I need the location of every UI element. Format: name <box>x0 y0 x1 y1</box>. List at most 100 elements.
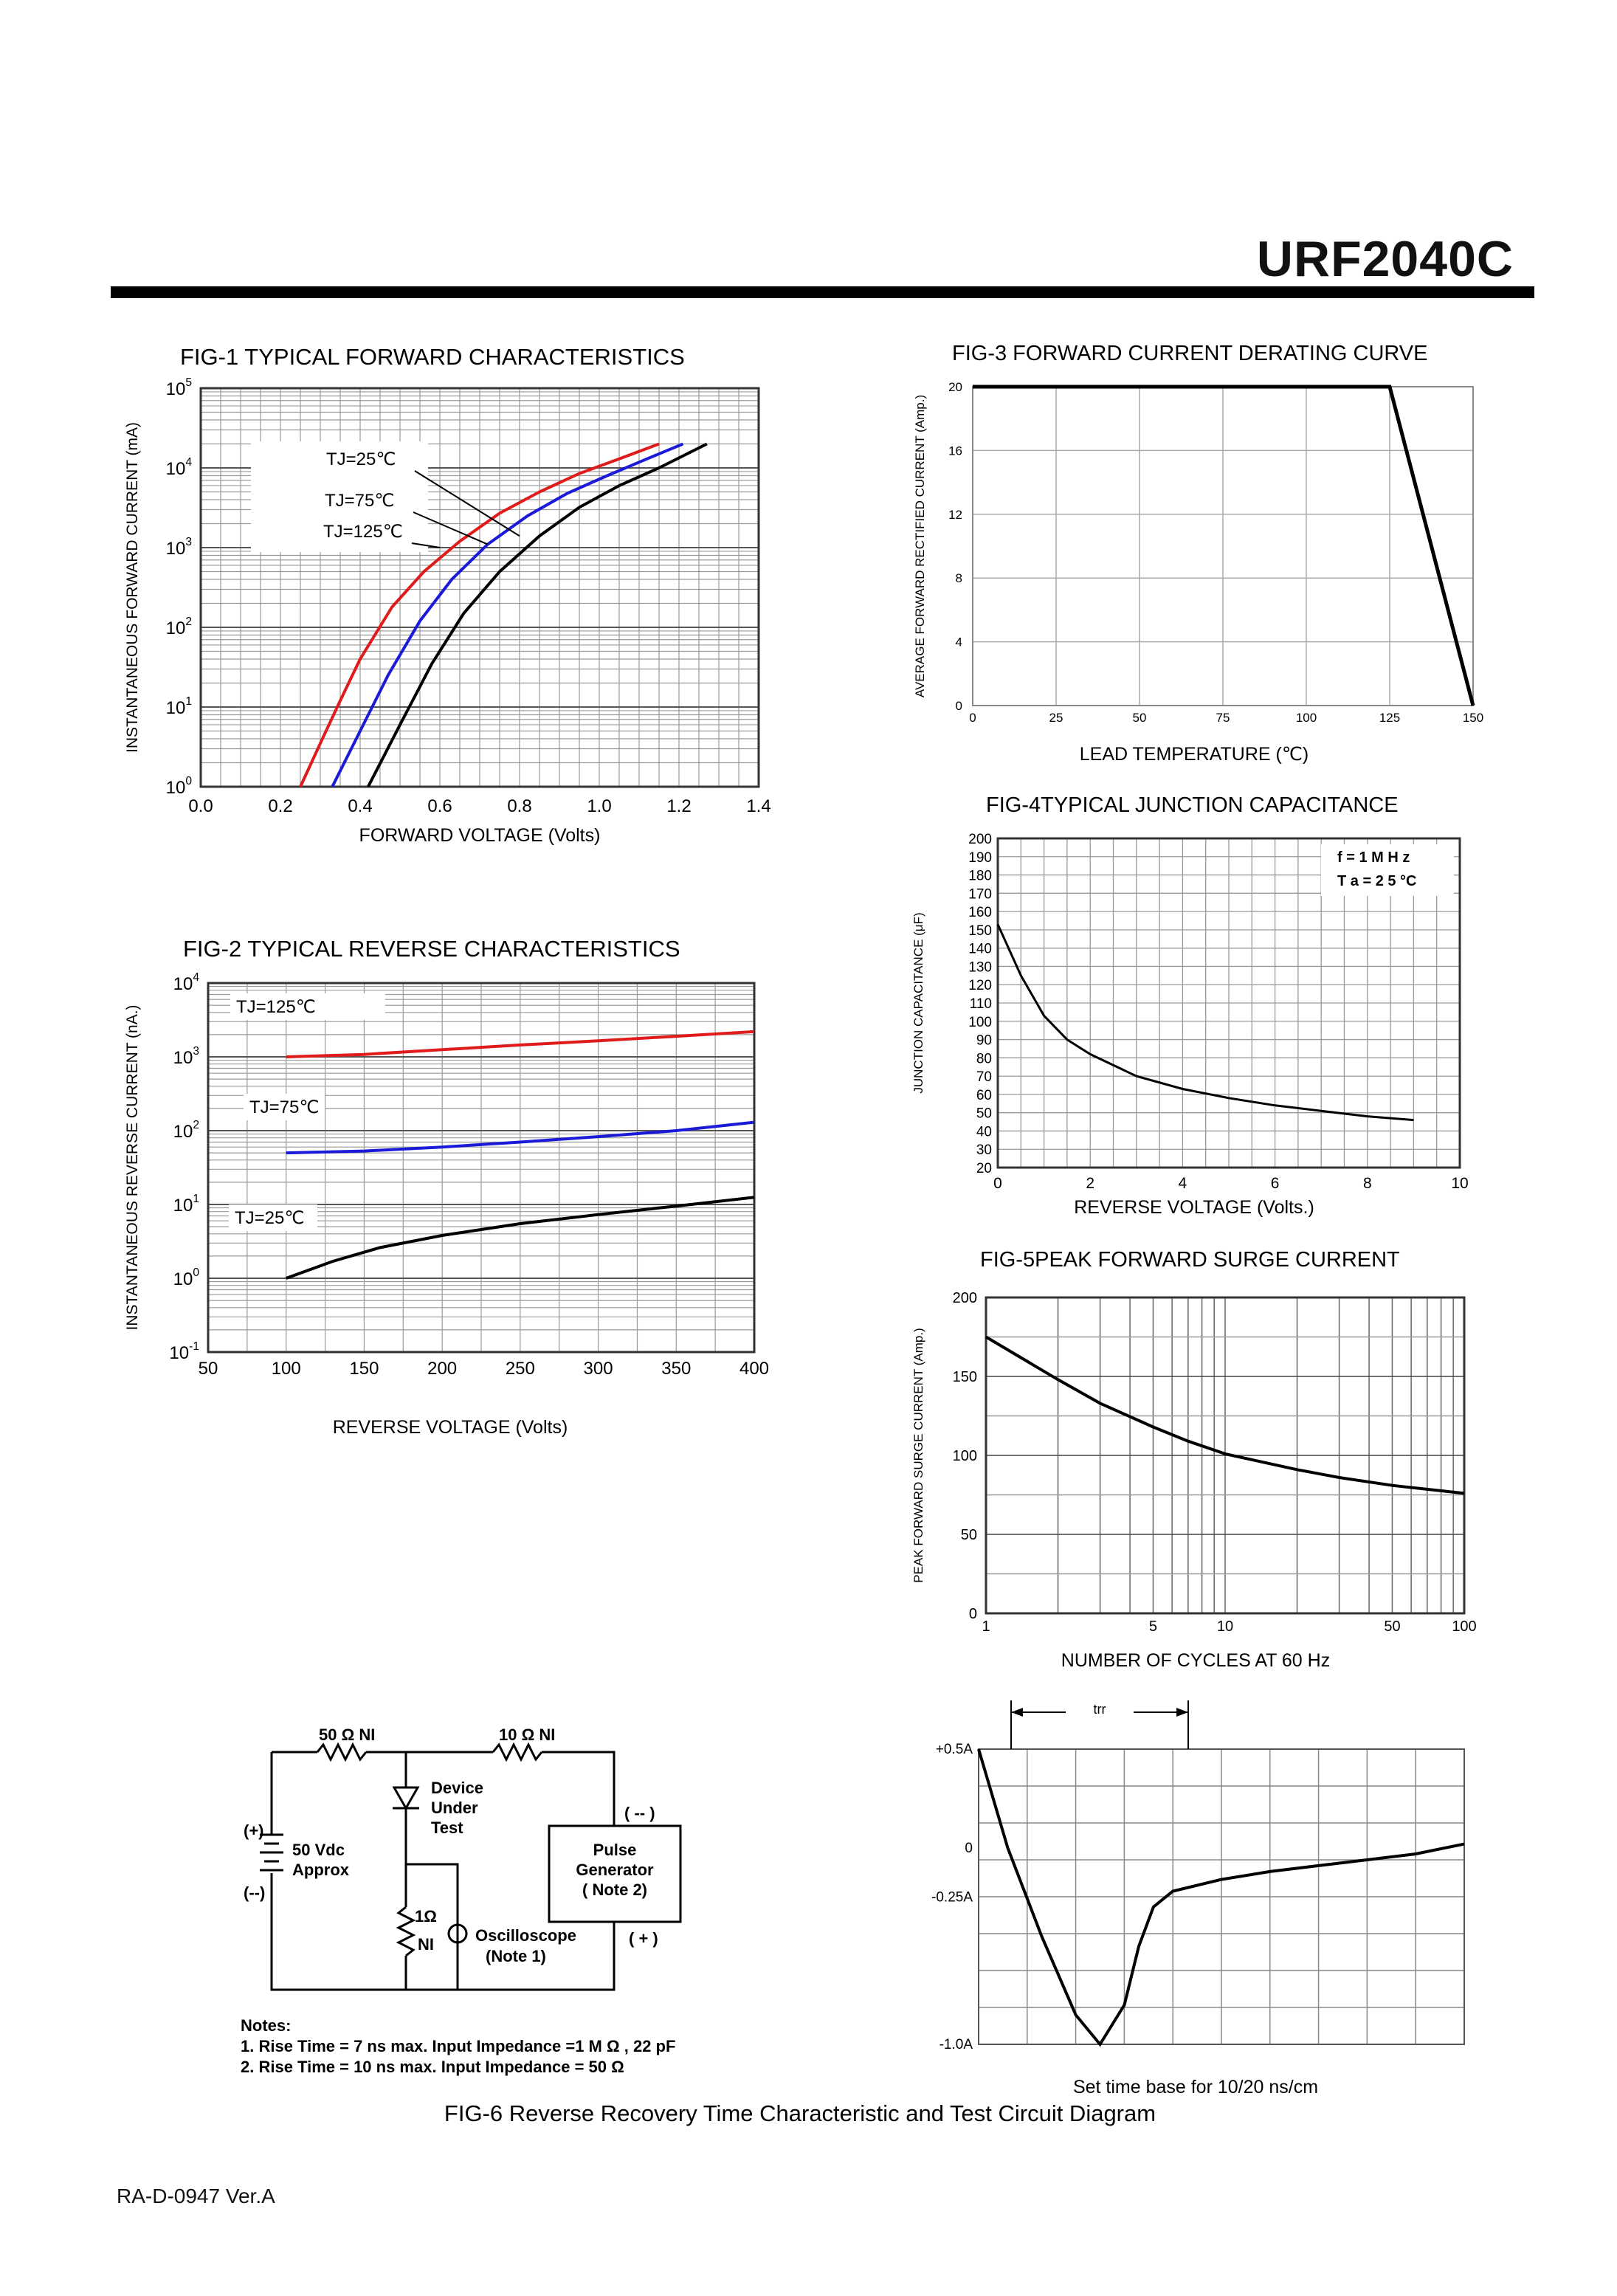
fig4-ytick: 160 <box>968 905 992 920</box>
fig3-xtick: 100 <box>1296 711 1317 725</box>
notes-title: Notes: <box>241 2016 291 2035</box>
fig4-xtick: 2 <box>1086 1175 1094 1192</box>
fig5-xtick: 5 <box>1149 1618 1157 1635</box>
part-number: URF2040C <box>1256 231 1514 287</box>
fig3-xtick: 125 <box>1379 711 1400 725</box>
fig6-trr-label-bg <box>1066 1697 1134 1724</box>
fig4-ytick: 190 <box>968 850 992 866</box>
fig2-label-box <box>230 993 385 1020</box>
fig2-xtick: 150 <box>349 1359 379 1379</box>
test-circuit: 50 Ω NI 10 Ω NI Device Under Test (+) (-… <box>241 1726 682 2076</box>
fig2-series-2-line <box>286 1196 755 1280</box>
fig4-ytick: 100 <box>968 1015 992 1030</box>
gen-plus: ( + ) <box>629 1929 658 1948</box>
fig1-annotation: TJ=125℃ <box>323 522 403 542</box>
fig1-ytick: 104 <box>166 456 193 479</box>
fig5-ytick: 100 <box>953 1448 977 1464</box>
fig3-ytick: 4 <box>956 635 962 649</box>
fig2-label-box <box>229 1204 317 1231</box>
fig4-ytick: 180 <box>968 869 992 884</box>
fig2-label-box <box>244 1094 325 1120</box>
fig2-ytick: 10-1 <box>169 1340 199 1363</box>
fig5-xtick: 50 <box>1384 1618 1400 1635</box>
fig2-grid <box>207 983 755 1352</box>
fig2-series-1-line <box>286 1120 755 1155</box>
fig3-ytick: 0 <box>956 699 962 713</box>
fig5-ylabel: PEAK FORWARD SURGE CURRENT (Amp.) <box>911 1328 925 1582</box>
fig2-xtick: 300 <box>584 1359 613 1379</box>
fig3-xtick: 150 <box>1463 711 1483 725</box>
fig1-xtick: 0.2 <box>268 796 292 816</box>
fig2-xtick: 250 <box>506 1359 535 1379</box>
fig3-ytick: 12 <box>948 508 962 522</box>
doc-id: RA-D-0947 Ver.A <box>117 2185 275 2207</box>
fig4-ytick: 120 <box>968 978 992 993</box>
fig2-xlabel: REVERSE VOLTAGE (Volts) <box>333 1417 568 1438</box>
fig1-ytick: 101 <box>166 695 192 718</box>
fig4-ytick: 30 <box>976 1142 992 1158</box>
fig6-trr-arrow-right <box>1176 1708 1188 1717</box>
fig1-annotation-arrow <box>414 470 520 537</box>
fig6-caption: Set time base for 10/20 ns/cm <box>1073 2077 1318 2097</box>
fig5-xtick: 100 <box>1452 1618 1476 1635</box>
scope-label: Oscilloscope <box>475 1926 576 1945</box>
gen-label-1: Pulse <box>593 1841 637 1859</box>
fig2-xtick: 100 <box>272 1359 301 1379</box>
fig6-series-line <box>977 1748 1465 2047</box>
fig4-xtick: 8 <box>1363 1175 1372 1192</box>
fig4-title: FIG-4TYPICAL JUNCTION CAPACITANCE <box>986 793 1399 817</box>
source-label: 50 Vdc <box>292 1841 345 1859</box>
fig2-xtick: 50 <box>199 1359 218 1379</box>
fig4-xtick: 4 <box>1179 1175 1187 1192</box>
fig2-xtick: 350 <box>661 1359 691 1379</box>
fig6-trr-label: trr <box>1094 1702 1106 1717</box>
dut-label-3: Test <box>431 1818 463 1837</box>
source-minus: (--) <box>244 1883 265 1902</box>
fig1-annotation-box <box>251 441 428 552</box>
fig1-annotation: TJ=75℃ <box>325 491 394 511</box>
fig4-ytick: 40 <box>976 1124 992 1140</box>
fig5-xlabel: NUMBER OF CYCLES AT 60 Hz <box>1061 1650 1330 1671</box>
fig4-legend-freq: f = 1 M H z <box>1337 849 1410 866</box>
fig2-ytick: 102 <box>173 1119 199 1142</box>
fig1-series-0-line <box>299 442 660 787</box>
fig6-frame <box>978 1748 1465 2045</box>
fig4-chart: FIG-4TYPICAL JUNCTION CAPACITANCE 0 2 4 6 8 10… <box>911 793 1469 1218</box>
fig1-ytick: 102 <box>166 616 192 638</box>
fig5-xtick: 10 <box>1217 1618 1233 1635</box>
r3-label: 1Ω <box>415 1907 437 1926</box>
fig5-grid <box>985 1297 1465 1614</box>
gen-minus: ( -- ) <box>624 1804 655 1822</box>
gen-label-3: ( Note 2) <box>582 1880 647 1899</box>
fig4-ylabel: JUNCTION CAPACITANCE (μF) <box>911 912 925 1093</box>
fig1-annotation-arrow <box>413 511 489 545</box>
fig2-ylabel: INSTANTANEOUS REVERSE CURRENT (nA.) <box>124 1004 141 1330</box>
fig4-ytick: 70 <box>976 1069 992 1085</box>
fig4-series-line <box>996 923 1414 1122</box>
fig2-series-0-line <box>286 1030 755 1058</box>
source-label-2: Approx <box>292 1861 350 1879</box>
dut-label-1: Device <box>431 1779 483 1797</box>
fig6-title: FIG-6 Reverse Recovery Time Characterist… <box>444 2100 1156 2126</box>
fig1-annotation-arrow <box>411 542 441 548</box>
fig5-ytick: 150 <box>953 1369 977 1385</box>
fig2-frame <box>207 982 756 1354</box>
fig6-ytick: +0.5A <box>936 1742 973 1757</box>
fig5-ytick: 50 <box>961 1527 977 1543</box>
fig4-xtick: 10 <box>1451 1175 1468 1192</box>
fig4-xlabel: REVERSE VOLTAGE (Volts.) <box>1074 1197 1314 1218</box>
fig2-xtick: 400 <box>739 1359 769 1379</box>
fig4-xtick: 6 <box>1271 1175 1280 1192</box>
fig5-ytick: 200 <box>953 1290 977 1306</box>
fig1-series-2-line <box>367 442 708 787</box>
fig6-chart: +0.5A 0 -0.25A -1.0A trr Set time base for 10… <box>444 1697 1465 2126</box>
fig1-chart: FIG-1 TYPICAL FORWARD CHARACTERISTICS 0.0… <box>124 344 771 846</box>
fig4-xtick: 0 <box>993 1175 1002 1192</box>
fig1-ytick: 103 <box>166 536 192 559</box>
fig2-series-label: TJ=75℃ <box>249 1097 319 1117</box>
fig1-ylabel: INSTANTANEOUS FORWARD CURRENT (mA) <box>124 422 141 753</box>
fig1-xtick: 0.4 <box>348 796 372 816</box>
fig3-xtick: 50 <box>1133 711 1147 725</box>
